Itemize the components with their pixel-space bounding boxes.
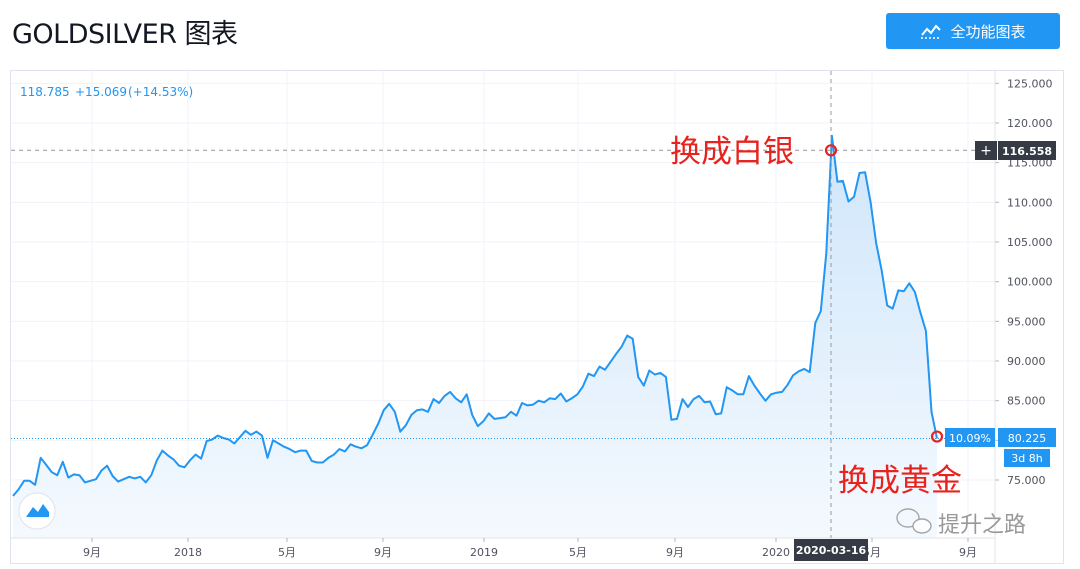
crosshair-price-label: 116.558: [1002, 145, 1052, 158]
y-tick-label: 95.000: [1007, 315, 1046, 328]
area-fill: [13, 135, 937, 538]
crosshair-date-tag: 2020-03-16: [794, 539, 868, 561]
y-tick-label: 110.000: [1007, 196, 1053, 209]
silver-switch-marker: [824, 144, 838, 157]
x-tick-label: 9月: [959, 546, 977, 559]
x-tick-label: 2018: [174, 546, 202, 559]
y-tick-label: 90.000: [1007, 355, 1046, 368]
page-title: GOLDSILVER 图表: [12, 19, 238, 50]
x-tick-label: 9月: [666, 546, 684, 559]
last-price-pct: 10.09%: [949, 432, 991, 445]
y-tick-label: 105.000: [1007, 236, 1053, 249]
last-price-value: 80.225: [1008, 432, 1047, 445]
y-tick-label: 75.000: [1007, 474, 1046, 487]
y-tick-label: 125.000: [1007, 77, 1053, 90]
x-tick-label: 2020: [762, 546, 790, 559]
last-price-tag: 10.09% 80.225 3d 8h: [945, 428, 1056, 467]
full-chart-label: 全功能图表: [950, 22, 1026, 41]
x-tick-label: 5月: [278, 546, 296, 559]
x-tick-label: 9月: [374, 546, 392, 559]
crosshair-date-label: 2020-03-16: [796, 544, 867, 557]
crosshair-plus-icon[interactable]: +: [980, 143, 992, 159]
full-chart-button[interactable]: 全功能图表: [886, 13, 1060, 49]
legend-value: 118.785: [20, 85, 70, 99]
price-line: [12, 134, 938, 497]
annotation-switch-to-gold: 换成黄金: [838, 463, 962, 499]
chat-bubbles-icon: [896, 508, 932, 534]
y-tick-label: 100.000: [1007, 276, 1053, 289]
tradingview-logo[interactable]: [18, 492, 56, 530]
crosshair-price-tag: + 116.558: [975, 141, 1056, 160]
x-tick-label: 9月: [83, 546, 101, 559]
legend-change-pct: (+14.53%): [128, 85, 193, 99]
y-tick-label: 85.000: [1007, 395, 1046, 408]
y-tick-label: 120.000: [1007, 117, 1053, 130]
x-tick-label: 5月: [569, 546, 587, 559]
chart-line-icon: [921, 24, 942, 39]
countdown-label: 3d 8h: [1011, 452, 1042, 465]
mountain-icon: [26, 504, 49, 517]
x-tick-label: 2019: [470, 546, 498, 559]
legend-change: +15.069: [75, 85, 127, 99]
annotation-switch-to-silver: 换成白银: [670, 134, 794, 170]
watermark-text: 提升之路: [938, 513, 1026, 538]
watermark: 提升之路: [896, 508, 1026, 538]
chart-frame[interactable]: [10, 70, 1064, 564]
gold-switch-marker: [930, 430, 944, 443]
